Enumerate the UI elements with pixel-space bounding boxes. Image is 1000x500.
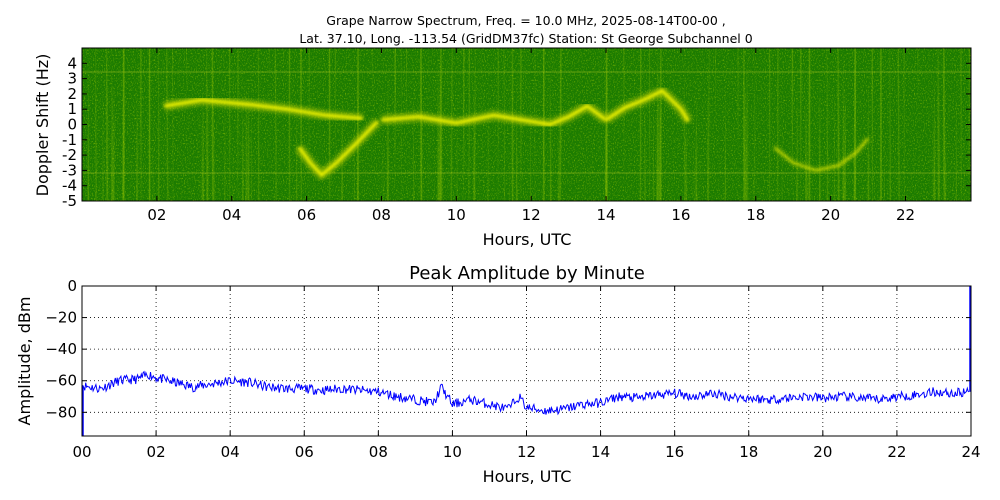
spectrogram-title: Grape Narrow Spectrum, Freq. = 10.0 MHz,… [326,13,725,28]
amplitude-plot-area [82,286,971,436]
amplitude-x-tick-label: 08 [369,443,388,461]
amplitude-x-tick-label: 02 [147,443,166,461]
trace-evening-arc [774,137,869,171]
amplitude-x-axis-label: Hours, UTC [483,467,572,486]
spectrogram-x-tick-label: 10 [447,206,466,224]
amplitude-x-tick-label: 24 [961,443,980,461]
amplitude-x-tick-label: 14 [591,443,610,461]
amplitude-series [81,286,971,436]
spectrogram-y-tick-label: -1 [62,131,77,149]
spectrogram-y-tick-label: 3 [67,70,77,88]
amplitude-title: Peak Amplitude by Minute [409,263,645,284]
trace-morning-spread [164,98,363,120]
amplitude-panel: Peak Amplitude by Minute 00 02 04 06 08 10 12 1… [15,263,981,486]
amplitude-y-axis-label: Amplitude, dBm [15,297,34,426]
amplitude-x-tick-label: 16 [665,443,684,461]
amplitude-x-tick-label: 18 [739,443,758,461]
amplitude-x-tick-label: 10 [443,443,462,461]
spectrogram-subtitle: Lat. 37.10, Long. -113.54 (GridDM37fc) S… [299,31,752,46]
spectrogram-x-tick-label: 16 [671,206,690,224]
spectrogram-x-tick-label: 08 [372,206,391,224]
amplitude-x-tick-label: 22 [887,443,906,461]
spectrogram-y-tick-label: -3 [62,161,77,179]
spectrogram-traces [82,85,971,181]
amplitude-x-tick-label: 06 [295,443,314,461]
amplitude-x-ticks: 00 02 04 06 08 10 12 14 16 18 20 22 24 [72,286,981,461]
amplitude-x-tick-label: 00 [72,443,91,461]
spectrogram-x-ticks: 02 04 06 08 10 12 14 16 18 20 22 [147,48,915,224]
spectrogram-x-tick-label: 22 [896,206,915,224]
amplitude-x-tick-label: 20 [813,443,832,461]
spectrogram-y-tick-label: 0 [67,116,77,134]
amplitude-y-ticks: 0 −20 −40 −60 −80 [45,277,971,421]
spectrogram-y-tick-label: -2 [62,146,77,164]
amplitude-y-tick-label: −60 [45,372,77,390]
trace-midday-wave [381,104,607,126]
spectrogram-y-tick-label: 2 [67,85,77,103]
spectrogram-x-tick-label: 18 [746,206,765,224]
amplitude-x-tick-label: 04 [221,443,240,461]
spectrogram-x-tick-label: 04 [222,206,241,224]
spectrogram-y-axis-label: Doppler Shift (Hz) [33,54,52,197]
amplitude-grid [82,286,971,436]
spectrogram-x-tick-label: 06 [297,206,316,224]
amplitude-y-tick-label: −20 [45,309,77,327]
amplitude-line [81,370,970,416]
spectrogram-y-tick-label: -4 [62,177,77,195]
spectrogram-panel: Grape Narrow Spectrum, Freq. = 10.0 MHz,… [33,13,972,249]
spectrogram-y-tick-label: 4 [67,54,77,72]
trace-afternoon-hump [605,89,690,122]
amplitude-y-tick-label: 0 [67,277,77,295]
spectrogram-x-tick-label: 20 [821,206,840,224]
spectrogram-x-tick-label: 02 [147,206,166,224]
trace-sunrise-dip [298,120,379,177]
amplitude-y-tick-label: −80 [45,403,77,421]
spectrogram-x-tick-label: 14 [596,206,615,224]
spectrogram-y-tick-label: -5 [62,192,77,210]
spectrogram-y-tick-label: 1 [67,100,77,118]
spectrogram-x-axis-label: Hours, UTC [483,230,572,249]
amplitude-y-tick-label: −40 [45,340,77,358]
amplitude-x-tick-label: 12 [517,443,536,461]
spectrogram-x-tick-label: 12 [522,206,541,224]
